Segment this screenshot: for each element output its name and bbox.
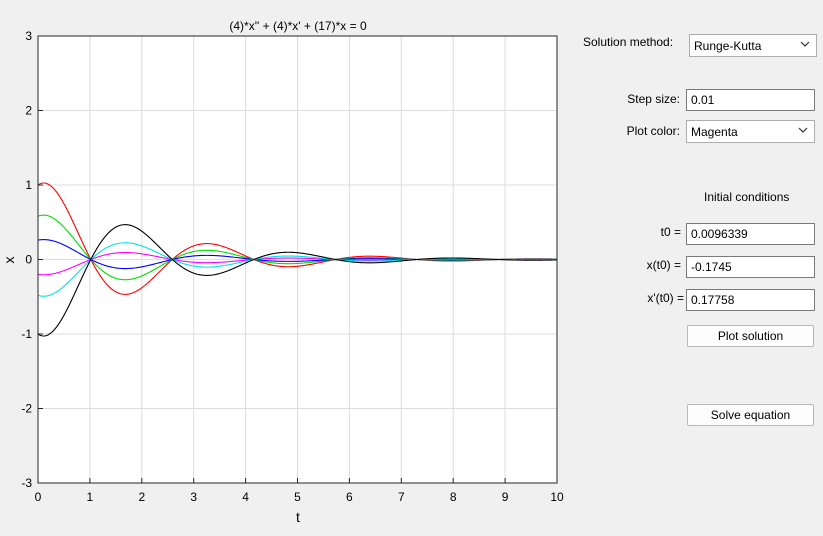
- solution-method-value: Runge-Kutta: [694, 39, 762, 53]
- y-tick-label: 1: [25, 178, 32, 192]
- chevron-down-icon: [800, 41, 810, 47]
- chevron-down-icon: [798, 127, 808, 133]
- x-tick-label: 6: [346, 490, 353, 504]
- series-layer: [37, 182, 558, 337]
- x-tick-label: 3: [190, 490, 197, 504]
- x-tick-label: 0: [35, 490, 42, 504]
- x-tick-label: 10: [550, 490, 564, 504]
- x-tick-label: 7: [398, 490, 405, 504]
- x-axis-label: t: [296, 509, 300, 525]
- plot-color-value: Magenta: [691, 125, 738, 139]
- y-tick-label: -1: [21, 327, 32, 341]
- y-axis-label: x: [1, 257, 17, 264]
- y-tick-label: -2: [21, 402, 32, 416]
- solution-method-label: Solution method:: [583, 35, 674, 49]
- dxt0-label: x'(t0) =: [647, 291, 684, 305]
- y-tick-label: -3: [21, 476, 32, 490]
- plot-color-dropdown[interactable]: Magenta: [686, 120, 815, 143]
- solution-curve-6: [37, 224, 558, 337]
- x-tick-label: 8: [450, 490, 457, 504]
- plot-solution-button[interactable]: Plot solution: [687, 325, 814, 347]
- plot-title: (4)*x'' + (4)*x' + (17)*x = 0: [229, 19, 367, 33]
- step-size-field[interactable]: 0.01: [686, 89, 815, 111]
- x-tick-label: 2: [138, 490, 145, 504]
- x-tick-label: 9: [502, 490, 509, 504]
- plot-color-label: Plot color:: [626, 124, 680, 138]
- y-tick-label: 2: [25, 104, 32, 118]
- initial-conditions-label: Initial conditions: [704, 190, 790, 204]
- t0-field[interactable]: 0.0096339: [686, 223, 815, 245]
- grid-lines: [38, 36, 557, 483]
- x-tick-label: 5: [294, 490, 301, 504]
- y-tick-label: 3: [25, 29, 32, 43]
- solution-method-dropdown[interactable]: Runge-Kutta: [689, 34, 817, 57]
- x-tick-label: 4: [242, 490, 249, 504]
- t0-label: t0 =: [660, 225, 681, 239]
- xt0-label: x(t0) =: [646, 258, 681, 272]
- step-size-label: Step size:: [627, 92, 680, 106]
- x-tick-label: 1: [87, 490, 94, 504]
- xt0-field[interactable]: -0.1745: [686, 256, 815, 278]
- solve-equation-button[interactable]: Solve equation: [687, 404, 814, 426]
- solution-curve-5: [37, 242, 558, 297]
- y-tick-label: 0: [25, 253, 32, 267]
- dxt0-field[interactable]: 0.17758: [686, 289, 815, 311]
